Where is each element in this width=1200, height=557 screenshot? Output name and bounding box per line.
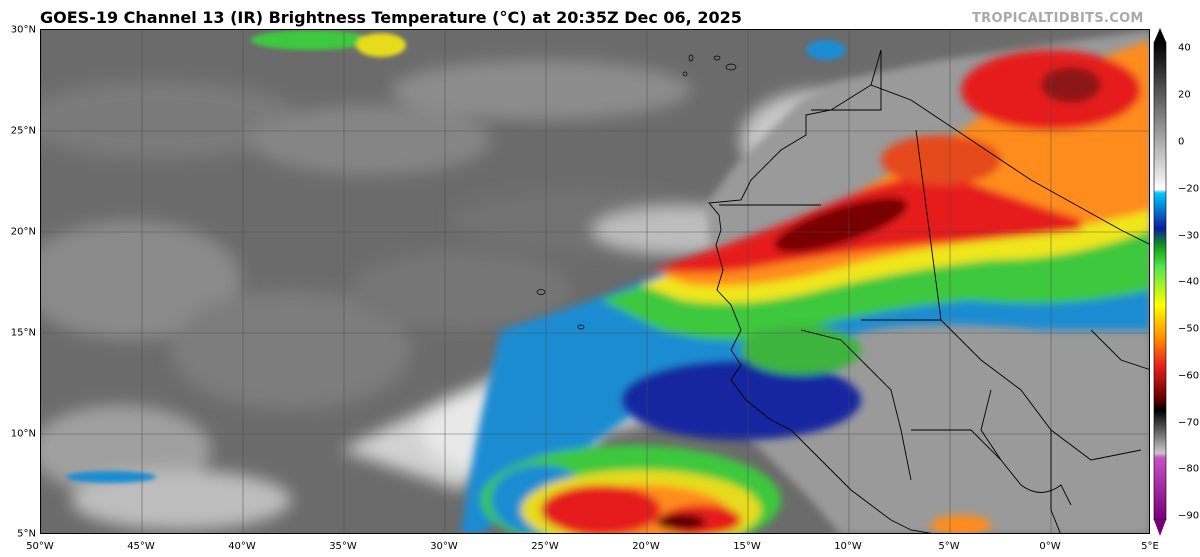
- lon-label: 20°W: [632, 541, 660, 552]
- colorbar-tick: −40: [1178, 276, 1200, 288]
- lon-label: 5°W: [938, 541, 960, 552]
- colorbar-tick: −30: [1178, 230, 1200, 242]
- colorbar-tick: 40: [1178, 42, 1191, 54]
- convection-layers: [461, 40, 1149, 533]
- credit-label: TROPICALTIDBITS.COM: [972, 11, 1144, 26]
- colorbar-tick: −60: [1178, 370, 1200, 382]
- colorbar-tick: −70: [1178, 417, 1200, 429]
- graticule: [41, 30, 1149, 533]
- lon-label: 10°W: [834, 541, 862, 552]
- colorbar-tick: 20: [1178, 89, 1191, 101]
- lat-label: 5°N: [17, 528, 36, 540]
- colorbar-gradient: [1153, 28, 1167, 536]
- lat-label: 25°N: [10, 125, 36, 137]
- colorbar-tick: −80: [1178, 463, 1200, 475]
- lon-label: 40°W: [228, 541, 256, 552]
- islands: [536, 54, 737, 330]
- lat-label: 15°N: [10, 327, 36, 339]
- colorbar-tick: −50: [1178, 323, 1200, 335]
- lon-label: 45°W: [127, 541, 155, 552]
- coastlines: [708, 49, 1149, 533]
- satellite-imagery: [41, 30, 1149, 533]
- lon-label: 15°W: [733, 541, 761, 552]
- north-cloud-fringe: [66, 30, 846, 483]
- lon-label: 5°E: [1141, 541, 1159, 552]
- lon-label: 0°W: [1039, 541, 1061, 552]
- lat-label: 10°N: [10, 428, 36, 440]
- colorbar-tick: −90: [1178, 510, 1200, 522]
- lon-label: 50°W: [26, 541, 54, 552]
- colorbar-tick: −20: [1178, 183, 1200, 195]
- lon-label: 35°W: [329, 541, 357, 552]
- colorbar-tick: 0: [1178, 136, 1185, 148]
- lon-label: 30°W: [430, 541, 458, 552]
- satellite-map[interactable]: [40, 29, 1150, 534]
- temperature-colorbar: [1152, 26, 1168, 542]
- lat-label: 20°N: [10, 226, 36, 238]
- lon-label: 25°W: [531, 541, 559, 552]
- lat-label: 30°N: [10, 24, 36, 36]
- map-title: GOES-19 Channel 13 (IR) Brightness Tempe…: [40, 8, 742, 27]
